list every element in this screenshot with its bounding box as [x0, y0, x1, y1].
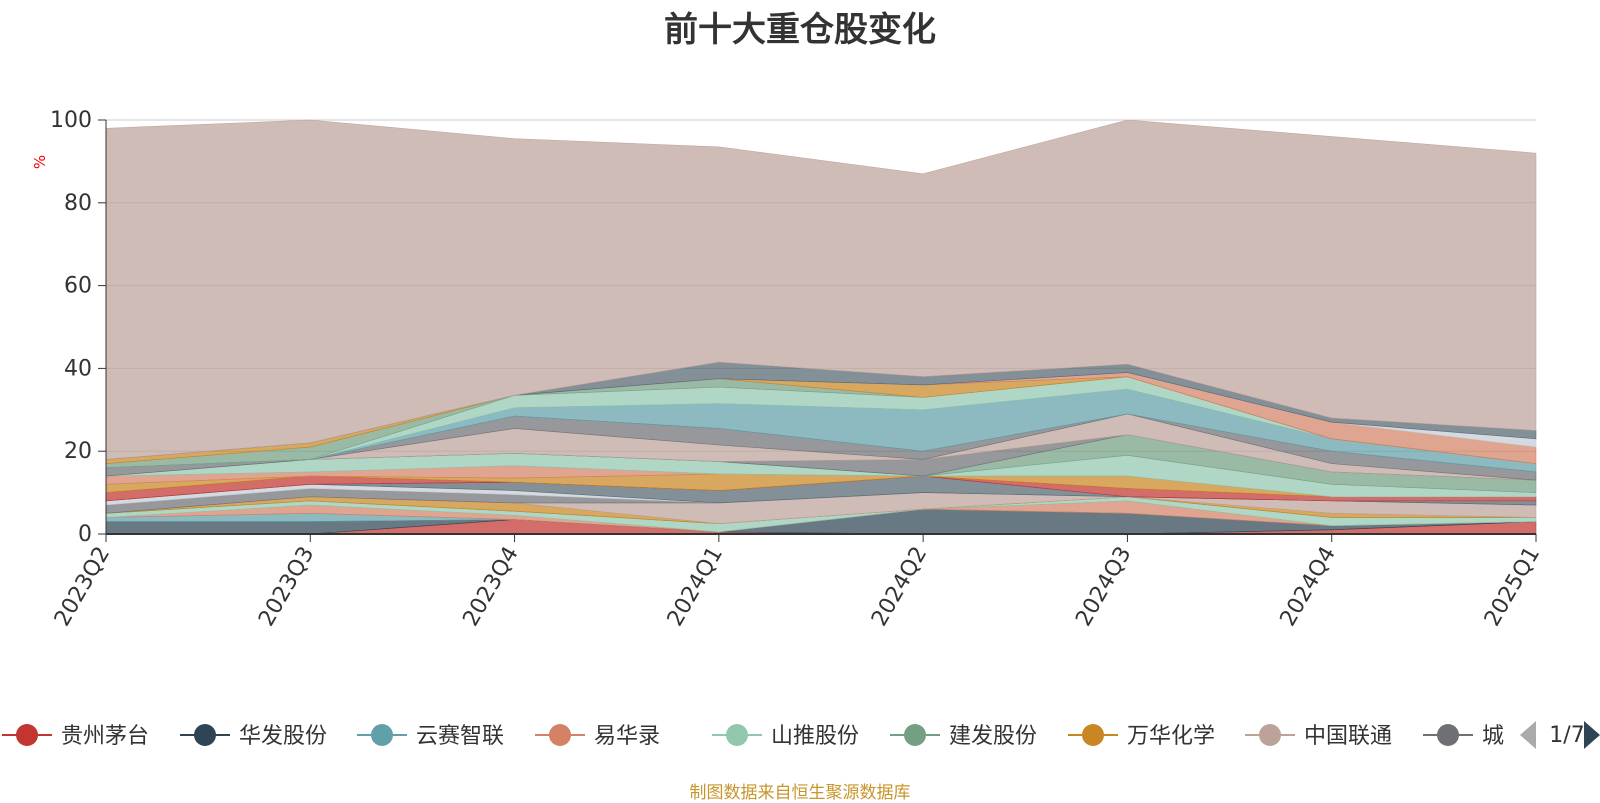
legend-item[interactable]: 易华录: [535, 724, 660, 749]
stacked-areas: [105, 119, 1537, 535]
legend-item[interactable]: 中国联通: [1245, 724, 1392, 749]
legend-next-icon[interactable]: [1584, 721, 1600, 749]
legend-marker: [1082, 724, 1104, 746]
legend-item[interactable]: 万华化学: [1068, 724, 1215, 749]
legend-label: 万华化学: [1127, 724, 1215, 749]
legend-label: 贵州茅台: [61, 724, 149, 749]
x-tick-label: 2025Q1: [1480, 543, 1545, 631]
legend-item[interactable]: 城: [1423, 724, 1504, 749]
chart-title: 前十大重仓股变化: [664, 10, 936, 50]
x-tick-label: 2023Q3: [254, 543, 319, 631]
legend-label: 中国联通: [1304, 724, 1392, 749]
y-tick-label: 100: [50, 108, 92, 133]
source-note: 制图数据来自恒生聚源数据库: [689, 783, 911, 803]
legend-item[interactable]: 贵州茅台: [2, 724, 149, 749]
legend[interactable]: 贵州茅台 华发股份 云赛智联 易华录 山推股份 建发股份 万华化学 中国联通 城 1/7: [2, 721, 1600, 749]
y-axis-label: %: [31, 155, 49, 169]
legend-label: 山推股份: [771, 724, 859, 749]
x-tick-label: 2023Q2: [50, 543, 115, 631]
legend-marker: [726, 724, 748, 746]
legend-item[interactable]: 建发股份: [890, 724, 1037, 749]
legend-prev-icon[interactable]: [1520, 721, 1536, 749]
y-tick-label: 0: [78, 522, 92, 547]
legend-label: 城: [1482, 724, 1504, 749]
legend-marker: [549, 724, 571, 746]
legend-marker: [194, 724, 216, 746]
legend-label: 云赛智联: [416, 724, 504, 749]
x-tick-label: 2024Q4: [1276, 543, 1341, 631]
legend-label: 华发股份: [239, 724, 327, 749]
legend-marker: [16, 724, 38, 746]
legend-item[interactable]: 山推股份: [712, 724, 859, 749]
legend-item[interactable]: 云赛智联: [357, 724, 504, 749]
x-tick-label: 2024Q1: [663, 543, 728, 631]
y-tick-label: 80: [64, 191, 92, 216]
y-tick-label: 20: [64, 439, 92, 464]
x-tick-label: 2024Q3: [1071, 543, 1136, 631]
area-series: [105, 119, 1537, 460]
legend-label: 易华录: [594, 724, 660, 749]
y-tick-label: 40: [64, 356, 92, 381]
x-tick-label: 2024Q2: [867, 543, 932, 631]
legend-marker: [1437, 724, 1459, 746]
legend-label: 建发股份: [949, 724, 1037, 749]
x-tick-label: 2023Q4: [458, 543, 523, 631]
legend-item[interactable]: 华发股份: [180, 724, 327, 749]
y-tick-label: 60: [64, 274, 92, 299]
legend-marker: [1259, 724, 1281, 746]
legend-page-indicator: 1/7: [1549, 723, 1584, 748]
legend-marker: [904, 724, 926, 746]
legend-marker: [371, 724, 393, 746]
